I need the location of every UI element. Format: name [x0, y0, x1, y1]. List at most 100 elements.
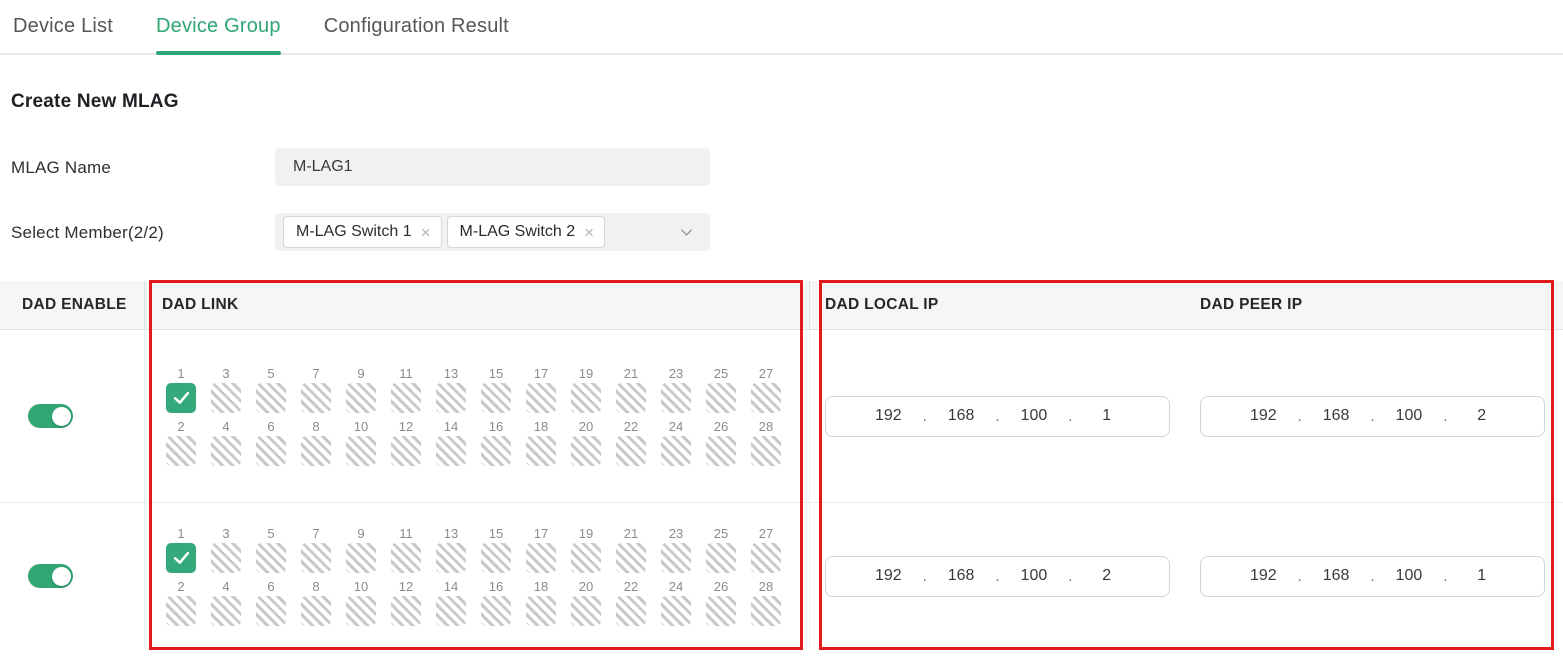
member-select[interactable]: M-LAG Switch 1 × M-LAG Switch 2 ×: [275, 213, 710, 251]
port-3[interactable]: 3: [211, 527, 241, 573]
port-hatch-square[interactable]: [751, 382, 781, 413]
port-20[interactable]: 20: [571, 580, 601, 626]
dad-peer-ip-input-row1[interactable]: 192. 168. 100. 2: [1200, 395, 1545, 437]
port-hatch-square[interactable]: [526, 595, 556, 626]
port-hatch-square[interactable]: [661, 382, 691, 413]
port-26[interactable]: 26: [706, 420, 736, 466]
port-15[interactable]: 15: [481, 527, 511, 573]
port-hatch-square[interactable]: [256, 595, 286, 626]
port-1[interactable]: 1: [166, 367, 196, 413]
port-hatch-square[interactable]: [571, 542, 601, 573]
port-23[interactable]: 23: [661, 527, 691, 573]
port-hatch-square[interactable]: [616, 595, 646, 626]
port-8[interactable]: 8: [301, 580, 331, 626]
port-17[interactable]: 17: [526, 527, 556, 573]
port-27[interactable]: 27: [751, 527, 781, 573]
port-hatch-square[interactable]: [301, 542, 331, 573]
port-hatch-square[interactable]: [436, 542, 466, 573]
port-hatch-square[interactable]: [256, 435, 286, 466]
port-7[interactable]: 7: [301, 527, 331, 573]
port-24[interactable]: 24: [661, 420, 691, 466]
port-hatch-square[interactable]: [346, 435, 376, 466]
port-hatch-square[interactable]: [301, 435, 331, 466]
port-28[interactable]: 28: [751, 580, 781, 626]
port-16[interactable]: 16: [481, 420, 511, 466]
port-hatch-square[interactable]: [706, 542, 736, 573]
port-hatch-square[interactable]: [661, 435, 691, 466]
port-selected-check-icon[interactable]: [166, 382, 196, 413]
tab-configuration-result[interactable]: Configuration Result: [323, 15, 509, 37]
port-13[interactable]: 13: [436, 527, 466, 573]
port-15[interactable]: 15: [481, 367, 511, 413]
port-hatch-square[interactable]: [616, 435, 646, 466]
port-hatch-square[interactable]: [706, 435, 736, 466]
port-20[interactable]: 20: [571, 420, 601, 466]
port-hatch-square[interactable]: [211, 435, 241, 466]
port-6[interactable]: 6: [256, 580, 286, 626]
port-hatch-square[interactable]: [211, 595, 241, 626]
port-2[interactable]: 2: [166, 420, 196, 466]
port-1[interactable]: 1: [166, 527, 196, 573]
port-4[interactable]: 4: [211, 580, 241, 626]
dad-local-ip-input-row1[interactable]: 192. 168. 100. 1: [825, 395, 1170, 437]
port-hatch-square[interactable]: [391, 595, 421, 626]
port-hatch-square[interactable]: [301, 382, 331, 413]
port-22[interactable]: 22: [616, 580, 646, 626]
port-16[interactable]: 16: [481, 580, 511, 626]
port-hatch-square[interactable]: [166, 435, 196, 466]
port-28[interactable]: 28: [751, 420, 781, 466]
port-12[interactable]: 12: [391, 580, 421, 626]
port-hatch-square[interactable]: [706, 595, 736, 626]
port-24[interactable]: 24: [661, 580, 691, 626]
port-26[interactable]: 26: [706, 580, 736, 626]
port-hatch-square[interactable]: [616, 382, 646, 413]
port-7[interactable]: 7: [301, 367, 331, 413]
port-hatch-square[interactable]: [436, 595, 466, 626]
port-hatch-square[interactable]: [661, 542, 691, 573]
port-14[interactable]: 14: [436, 420, 466, 466]
mlag-name-input[interactable]: M-LAG1: [275, 148, 710, 186]
chevron-down-icon[interactable]: [679, 225, 694, 240]
port-2[interactable]: 2: [166, 580, 196, 626]
port-hatch-square[interactable]: [481, 435, 511, 466]
port-12[interactable]: 12: [391, 420, 421, 466]
tab-device-list[interactable]: Device List: [13, 15, 114, 37]
port-18[interactable]: 18: [526, 420, 556, 466]
port-25[interactable]: 25: [706, 527, 736, 573]
port-hatch-square[interactable]: [481, 382, 511, 413]
port-19[interactable]: 19: [571, 367, 601, 413]
dad-local-ip-input-row2[interactable]: 192. 168. 100. 2: [825, 555, 1170, 597]
port-hatch-square[interactable]: [346, 382, 376, 413]
dad-peer-ip-input-row2[interactable]: 192. 168. 100. 1: [1200, 555, 1545, 597]
port-hatch-square[interactable]: [751, 542, 781, 573]
port-14[interactable]: 14: [436, 580, 466, 626]
port-9[interactable]: 9: [346, 367, 376, 413]
port-17[interactable]: 17: [526, 367, 556, 413]
port-hatch-square[interactable]: [391, 435, 421, 466]
port-hatch-square[interactable]: [526, 435, 556, 466]
port-hatch-square[interactable]: [346, 595, 376, 626]
port-hatch-square[interactable]: [661, 595, 691, 626]
port-hatch-square[interactable]: [436, 382, 466, 413]
port-21[interactable]: 21: [616, 367, 646, 413]
port-10[interactable]: 10: [346, 580, 376, 626]
port-hatch-square[interactable]: [751, 435, 781, 466]
port-selected-check-icon[interactable]: [166, 542, 196, 573]
port-19[interactable]: 19: [571, 527, 601, 573]
port-hatch-square[interactable]: [751, 595, 781, 626]
port-5[interactable]: 5: [256, 527, 286, 573]
port-22[interactable]: 22: [616, 420, 646, 466]
port-18[interactable]: 18: [526, 580, 556, 626]
port-hatch-square[interactable]: [211, 542, 241, 573]
port-hatch-square[interactable]: [256, 542, 286, 573]
port-25[interactable]: 25: [706, 367, 736, 413]
port-hatch-square[interactable]: [166, 595, 196, 626]
port-hatch-square[interactable]: [481, 542, 511, 573]
port-hatch-square[interactable]: [616, 542, 646, 573]
port-hatch-square[interactable]: [526, 542, 556, 573]
port-hatch-square[interactable]: [481, 595, 511, 626]
port-hatch-square[interactable]: [436, 435, 466, 466]
port-hatch-square[interactable]: [571, 595, 601, 626]
port-13[interactable]: 13: [436, 367, 466, 413]
port-hatch-square[interactable]: [301, 595, 331, 626]
